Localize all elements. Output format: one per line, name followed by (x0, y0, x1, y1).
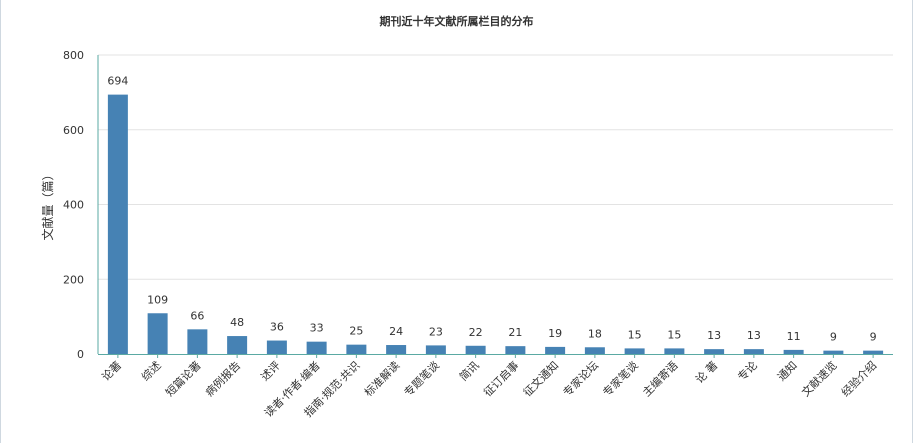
y-tick-label: 600 (63, 124, 84, 137)
bar-10[interactable] (505, 346, 526, 354)
bar-16[interactable] (743, 349, 764, 354)
data-label-13: 15 (628, 328, 642, 341)
bar-9[interactable] (465, 345, 486, 354)
bar-17[interactable] (783, 349, 804, 354)
bar-18[interactable] (823, 350, 844, 354)
bar-8[interactable] (425, 345, 446, 354)
data-label-19: 9 (870, 331, 877, 344)
bar-13[interactable] (624, 348, 645, 354)
data-label-9: 22 (469, 326, 483, 339)
data-label-1: 109 (147, 293, 168, 306)
data-label-3: 48 (230, 316, 244, 329)
bar-6[interactable] (346, 344, 367, 354)
y-axis-title: 文献量（篇） (40, 168, 55, 240)
bar-12[interactable] (584, 347, 605, 354)
bar-1[interactable] (147, 313, 168, 354)
data-label-6: 25 (349, 325, 363, 338)
chart-title: 期刊近十年文献所属栏目的分布 (379, 15, 534, 28)
x-tick-label-18: 文献速览 (798, 358, 839, 399)
x-tick-label-16: 专论 (735, 358, 760, 383)
x-tick-label-2: 短篇论著 (162, 358, 203, 399)
data-label-18: 9 (830, 331, 837, 344)
data-label-0: 694 (107, 75, 128, 88)
y-tick-label: 200 (63, 273, 84, 286)
bar-14[interactable] (664, 348, 685, 354)
x-tick-label-19: 经验介绍 (838, 358, 879, 399)
data-labels: 694 109 66 48 36 33 25 24 23 22 21 19 18 15 15 13 13 11 9 9 (107, 75, 876, 344)
x-tick-label-0: 论著 (99, 358, 124, 383)
x-tick-label-4: 述评 (258, 359, 283, 384)
data-label-8: 23 (429, 325, 443, 338)
x-tick-label-12: 专家论坛 (560, 358, 601, 399)
x-tick-label-3: 病例报告 (202, 358, 243, 399)
data-label-2: 66 (190, 309, 204, 322)
x-tick-label-8: 专题笔谈 (401, 358, 442, 399)
bar-15[interactable] (704, 349, 725, 354)
frame-left-border (0, 0, 1, 443)
y-tick-label: 400 (63, 199, 84, 212)
data-label-17: 11 (787, 330, 801, 343)
x-tick-label-10: 征订启事 (481, 359, 521, 399)
data-label-5: 33 (310, 322, 324, 335)
bar-3[interactable] (227, 336, 248, 354)
bar-19[interactable] (863, 350, 884, 354)
x-tick-label-15: 论 著 (692, 358, 720, 386)
x-tick-label-9: 简讯 (456, 358, 481, 383)
y-tick-label: 0 (77, 348, 84, 361)
data-label-7: 24 (389, 325, 403, 338)
data-label-11: 19 (548, 327, 562, 340)
data-label-15: 13 (707, 329, 721, 342)
x-tick-label-13: 专家笔谈 (600, 358, 641, 399)
x-tick-label-11: 征文通知 (520, 358, 561, 399)
x-tick-label-14: 主编寄语 (639, 358, 680, 399)
data-label-10: 21 (508, 326, 522, 339)
bar-5[interactable] (306, 341, 327, 354)
grid-lines (98, 54, 893, 280)
data-label-4: 36 (270, 321, 284, 334)
bar-7[interactable] (386, 345, 407, 354)
bar-11[interactable] (545, 346, 566, 354)
bar-2[interactable] (187, 329, 208, 354)
data-label-12: 18 (588, 327, 602, 340)
y-tick-label: 800 (63, 49, 84, 62)
bar-0[interactable] (107, 94, 128, 355)
y-tick-labels: 0 200 400 600 800 (63, 49, 84, 361)
x-tick-label-7: 标准解读 (361, 358, 402, 399)
x-tick-label-17: 通知 (774, 358, 799, 383)
data-label-14: 15 (667, 328, 681, 341)
bar-4[interactable] (266, 340, 287, 354)
x-tick-label-1: 综述 (138, 358, 163, 383)
bars (107, 94, 884, 355)
data-label-16: 13 (747, 329, 761, 342)
